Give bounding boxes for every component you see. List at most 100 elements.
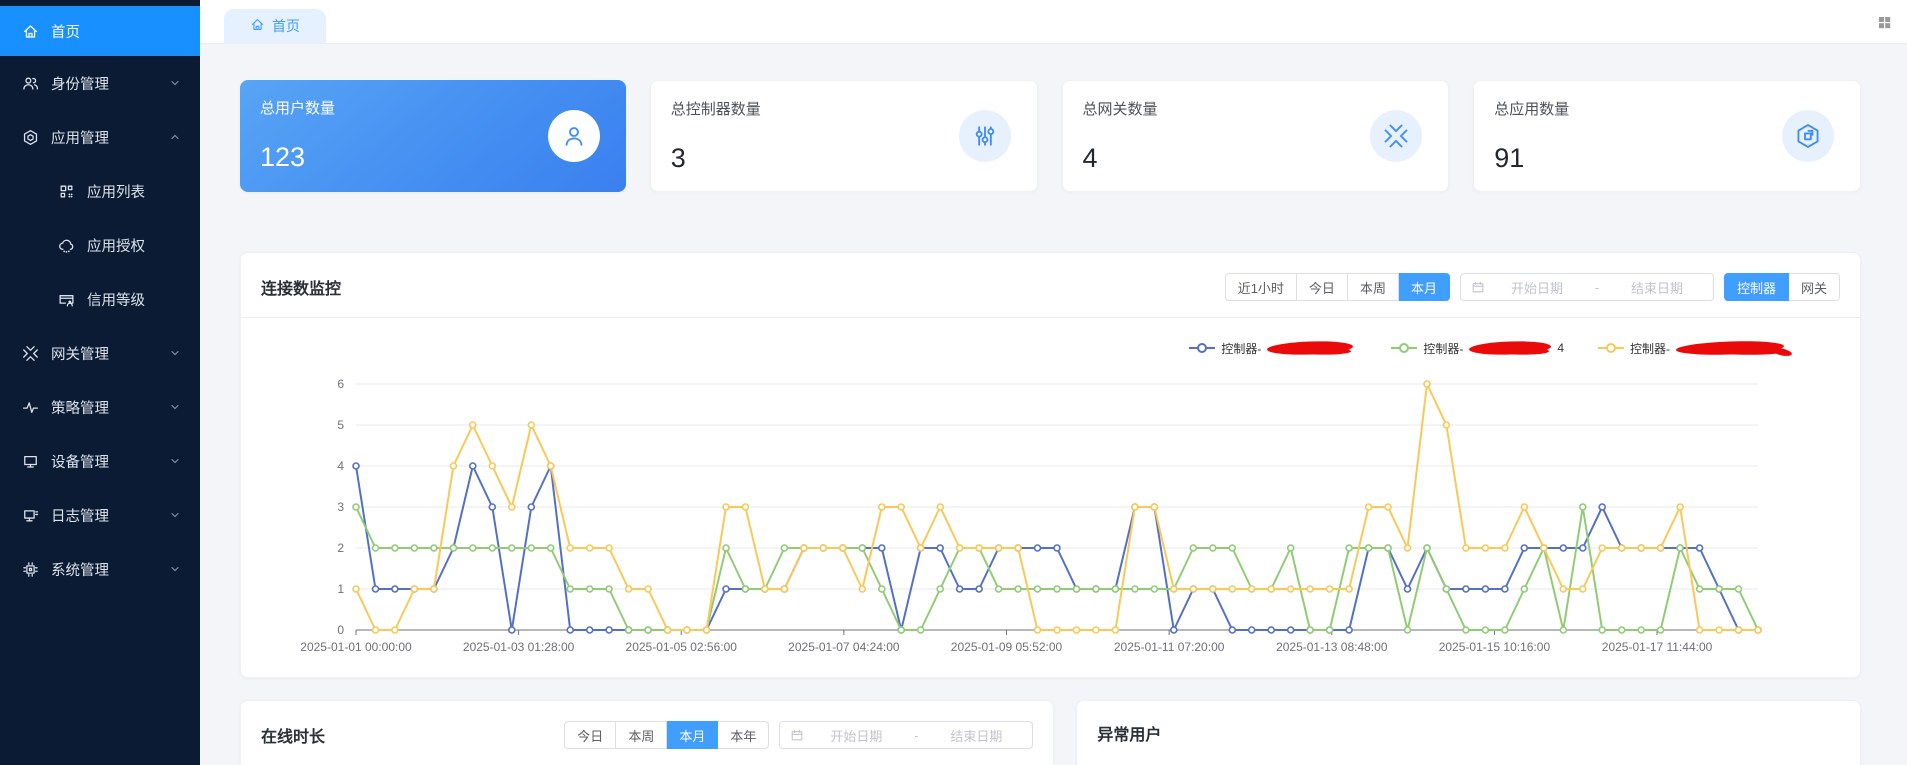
legend-label: 控制器- [1221, 341, 1262, 356]
legend-item-1[interactable]: 控制器- 4 [1391, 339, 1564, 357]
svg-text:2025-01-13 08:48:00: 2025-01-13 08:48:00 [1276, 640, 1388, 654]
cloud-auth-icon [58, 237, 75, 254]
range-button[interactable]: 今日 [1296, 273, 1348, 301]
content: 总用户数量 123 总控制器数量 3 总网关数量 4 总应用数量 91 连接数监控 近1小时今… [200, 44, 1907, 765]
tabbar: 首页 [200, 0, 1907, 44]
chevron-down-icon [168, 400, 182, 414]
redaction-scribble [1676, 341, 1792, 356]
legend-marker-icon [1391, 343, 1418, 353]
sidebar-item-10[interactable]: 系统管理 [0, 542, 200, 596]
svg-text:2025-01-05 02:56:00: 2025-01-05 02:56:00 [626, 640, 738, 654]
sidebar-item-label: 应用授权 [87, 238, 145, 255]
sidebar-item-label: 首页 [51, 24, 80, 41]
online-range-button[interactable]: 今日 [564, 721, 617, 749]
online-range-button[interactable]: 本周 [616, 721, 668, 749]
chart-svg: 0 1 2 3 4 5 6 2025-01-01 00:00:00 2025-01-03 01:… [300, 377, 1762, 654]
chevron-down-icon [168, 454, 182, 468]
sidebar-item-label: 设备管理 [51, 454, 109, 471]
stat-card-value: 3 [670, 143, 686, 173]
svg-text:2025-01-15 10:16:00: 2025-01-15 10:16:00 [1439, 640, 1551, 654]
type-button[interactable]: 网关 [1788, 273, 1840, 301]
stat-card-0: 总用户数量 123 [240, 80, 626, 192]
online-range-button[interactable]: 本月 [667, 721, 719, 749]
sidebar-item-label: 应用列表 [87, 184, 145, 201]
home-icon [22, 23, 39, 40]
legend-label: 控制器- [1423, 341, 1464, 356]
date-separator: - [914, 727, 919, 743]
connection-line-chart: 0 1 2 3 4 5 6 2025-01-01 00:00:00 2025-01-03 01:… [261, 362, 1840, 665]
chevron-down-icon [168, 76, 182, 90]
connection-monitor-panel: 连接数监控 近1小时 今日 本周 本月 开始日期 - 结束日期 控制器 网关 控制器- 控制器- 4… [240, 252, 1861, 678]
calendar-icon [790, 728, 804, 742]
sidebar-item-0[interactable]: 首页 [0, 6, 200, 56]
stat-card-value: 123 [260, 142, 306, 172]
connection-panel-header: 连接数监控 近1小时 今日 本周 本月 开始日期 - 结束日期 控制器 网关 [261, 273, 1840, 301]
sidebar-item-label: 网关管理 [51, 346, 109, 363]
chevron-up-icon [168, 130, 182, 144]
sidebar-item-9[interactable]: 日志管理 [0, 488, 200, 542]
sidebar-item-label: 身份管理 [51, 76, 109, 93]
stat-card-3: 总应用数量 91 [1473, 80, 1861, 192]
sidebar-item-label: 应用管理 [51, 130, 109, 147]
svg-text:2025-01-01 00:00:00: 2025-01-01 00:00:00 [300, 640, 412, 654]
sidebar-item-4[interactable]: 应用授权 [0, 218, 200, 272]
sidebar-item-3[interactable]: 应用列表 [0, 164, 200, 218]
type-button[interactable]: 控制器 [1723, 273, 1789, 301]
svg-text:1: 1 [337, 582, 344, 596]
svg-text:2025-01-07 04:24:00: 2025-01-07 04:24:00 [788, 640, 900, 654]
legend-label-suffix: 4 [1557, 341, 1564, 355]
online-panel-controls: 今日 本周 本月 本年 开始日期 - 结束日期 [564, 721, 1034, 749]
controller-sliders-icon [958, 110, 1011, 162]
sidebar-item-label: 信用等级 [87, 292, 145, 309]
app-hexagon-icon [1782, 110, 1834, 162]
svg-text:6: 6 [337, 377, 344, 391]
policy-pulse-icon [22, 399, 39, 416]
log-monitor-icon [22, 507, 39, 524]
legend-item-2[interactable]: 控制器- [1598, 339, 1792, 357]
stat-cards-row: 总用户数量 123 总控制器数量 3 总网关数量 4 总应用数量 91 [240, 80, 1861, 192]
legend-marker-icon [1598, 343, 1624, 353]
sidebar-item-1[interactable]: 身份管理 [0, 56, 200, 110]
svg-text:2025-01-03 01:28:00: 2025-01-03 01:28:00 [463, 640, 575, 654]
range-button[interactable]: 本周 [1347, 273, 1399, 301]
online-range-button[interactable]: 本年 [718, 721, 770, 749]
svg-text:0: 0 [337, 623, 344, 637]
tab-home[interactable]: 首页 [224, 9, 326, 43]
svg-text:5: 5 [337, 418, 344, 432]
date-start-placeholder: 开始日期 [830, 728, 883, 744]
sidebar-item-label: 策略管理 [51, 400, 109, 417]
sidebar-item-5[interactable]: 信用等级 [0, 272, 200, 326]
connection-panel-controls: 近1小时 今日 本周 本月 开始日期 - 结束日期 控制器 网关 [1224, 273, 1840, 301]
sidebar-item-8[interactable]: 设备管理 [0, 434, 200, 488]
range-button[interactable]: 本月 [1398, 273, 1450, 301]
online-duration-panel: 在线时长 今日 本周 本月 本年 开始日期 - 结束日期 [240, 700, 1055, 765]
abnormal-panel-title: 异常用户 [1097, 727, 1162, 744]
calendar-icon [1471, 280, 1485, 294]
bottom-panels-row: 在线时长 今日 本周 本月 本年 开始日期 - 结束日期 异常用户 [240, 700, 1861, 765]
sidebar-item-6[interactable]: 网关管理 [0, 326, 200, 380]
svg-text:2025-01-09 05:52:00: 2025-01-09 05:52:00 [951, 640, 1063, 654]
identity-users-icon [22, 75, 39, 92]
sidebar: 首页身份管理应用管理应用列表应用授权信用等级网关管理策略管理设备管理日志管理系统… [0, 0, 200, 765]
legend-label: 控制器- [1630, 341, 1670, 356]
stat-card-value: 4 [1082, 143, 1098, 173]
connection-date-range-input[interactable]: 开始日期 - 结束日期 [1459, 273, 1714, 301]
svg-text:2025-01-11 07:20:00: 2025-01-11 07:20:00 [1114, 640, 1225, 654]
stat-card-value: 91 [1494, 143, 1525, 173]
online-date-range-input[interactable]: 开始日期 - 结束日期 [779, 721, 1034, 749]
chevron-down-icon [168, 562, 182, 576]
legend-item-0[interactable]: 控制器- [1189, 339, 1357, 357]
sidebar-item-2[interactable]: 应用管理 [0, 110, 200, 164]
chevron-down-icon [168, 508, 182, 522]
redaction-scribble [1267, 341, 1354, 355]
apps-grid-icon[interactable] [1876, 14, 1893, 31]
chevron-down-icon [168, 346, 182, 360]
sidebar-item-label: 系统管理 [51, 562, 109, 579]
range-button[interactable]: 近1小时 [1224, 273, 1297, 301]
type-group: 控制器 网关 [1723, 273, 1840, 301]
stat-card-2: 总网关数量 4 [1061, 80, 1450, 192]
svg-text:2: 2 [337, 541, 344, 555]
sidebar-item-7[interactable]: 策略管理 [0, 380, 200, 434]
abnormal-users-panel: 异常用户 [1076, 700, 1861, 765]
online-range-group: 今日 本周 本月 本年 [564, 721, 770, 749]
